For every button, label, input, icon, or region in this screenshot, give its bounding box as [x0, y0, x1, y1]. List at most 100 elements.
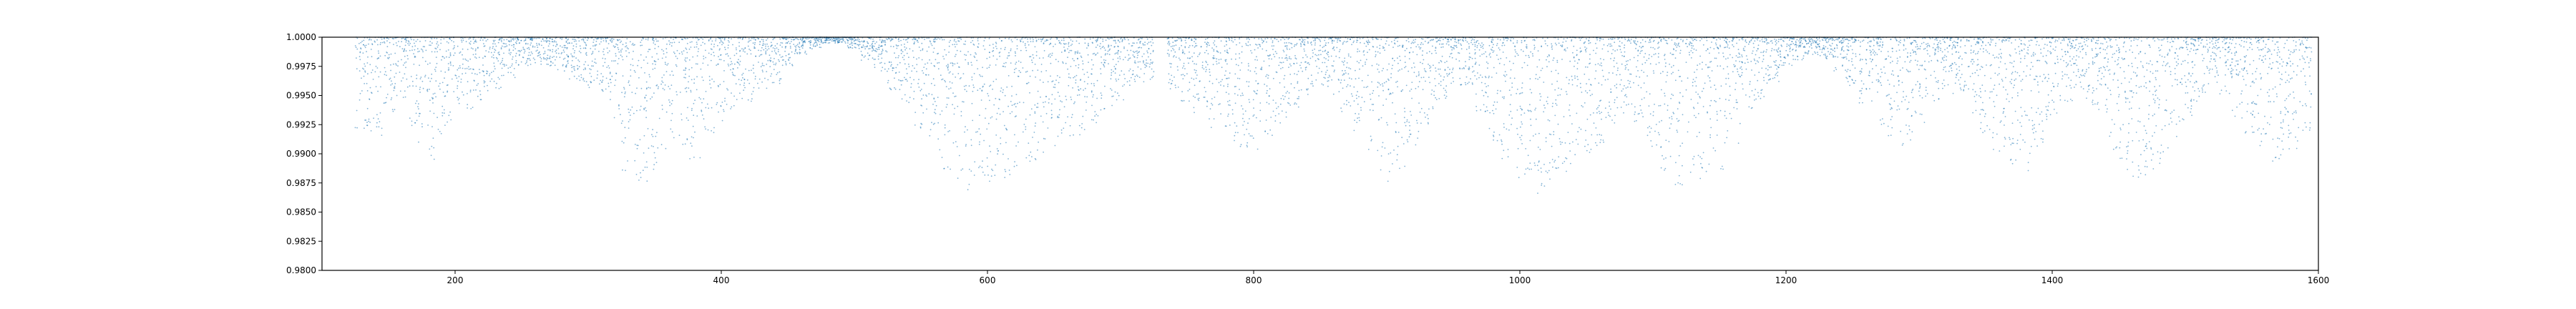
scatter-point — [972, 40, 974, 41]
scatter-point — [773, 64, 775, 65]
scatter-point — [1077, 86, 1079, 88]
scatter-point — [1104, 49, 1106, 52]
scatter-point — [771, 82, 774, 84]
scatter-point — [1314, 54, 1317, 56]
scatter-point — [1093, 84, 1096, 87]
scatter-point — [1101, 97, 1103, 99]
scatter-point — [1229, 38, 1230, 40]
scatter-point — [686, 43, 688, 44]
scatter-point — [468, 66, 469, 68]
scatter-point — [483, 74, 485, 77]
scatter-point — [1027, 38, 1028, 40]
scatter-point — [567, 62, 569, 64]
scatter-point — [1439, 43, 1440, 45]
scatter-point — [1488, 75, 1490, 77]
scatter-point — [500, 39, 502, 41]
scatter-point — [738, 41, 740, 44]
scatter-point — [1065, 122, 1067, 124]
scatter-point — [1203, 97, 1205, 98]
scatter-point — [949, 130, 950, 132]
scatter-point — [1235, 53, 1236, 55]
scatter-point — [754, 41, 756, 44]
scatter-point — [1298, 96, 1299, 98]
scatter-point — [567, 60, 568, 62]
scatter-point — [520, 61, 522, 63]
scatter-point — [1433, 39, 1434, 41]
scatter-point — [1054, 144, 1056, 147]
scatter-point — [538, 44, 540, 46]
scatter-point — [596, 38, 597, 39]
scatter-point — [1465, 61, 1466, 63]
scatter-point — [759, 54, 761, 56]
scatter-point — [1363, 42, 1365, 44]
scatter-point — [565, 46, 567, 49]
scatter-point — [658, 46, 660, 48]
scatter-point — [790, 41, 792, 42]
scatter-point — [1194, 97, 1196, 99]
scatter-point — [405, 37, 407, 39]
scatter-point — [1350, 78, 1352, 80]
scatter-point — [1097, 52, 1098, 54]
scatter-point — [1406, 119, 1408, 121]
scatter-point — [737, 37, 739, 39]
scatter-point — [493, 57, 494, 59]
scatter-point — [1226, 63, 1228, 65]
scatter-point — [989, 44, 991, 46]
scatter-point — [361, 90, 363, 92]
scatter-point — [1415, 87, 1417, 89]
scatter-point — [1539, 99, 1541, 101]
scatter-point — [643, 59, 645, 61]
scatter-point — [1356, 97, 1357, 99]
scatter-point — [1359, 68, 1360, 70]
scatter-point — [622, 59, 624, 61]
scatter-point — [470, 41, 472, 42]
scatter-point — [1123, 47, 1125, 49]
scatter-point — [514, 77, 516, 79]
scatter-point — [617, 46, 619, 49]
scatter-point — [895, 57, 897, 59]
scatter-point — [1206, 41, 1209, 43]
scatter-point — [1498, 47, 1500, 49]
scatter-point — [930, 82, 932, 84]
scatter-point — [1558, 138, 1561, 139]
scatter-point — [1089, 38, 1091, 40]
scatter-point — [1551, 83, 1553, 85]
scatter-point — [1543, 164, 1545, 165]
scatter-point — [492, 43, 494, 45]
scatter-point — [1259, 45, 1262, 47]
scatter-point — [425, 49, 427, 52]
scatter-point — [1403, 107, 1405, 109]
scatter-point — [785, 62, 787, 64]
scatter-point — [1084, 42, 1086, 44]
scatter-point — [884, 44, 886, 46]
scatter-point — [748, 40, 750, 42]
scatter-point — [917, 82, 919, 84]
scatter-point — [1151, 68, 1153, 70]
scatter-point — [487, 84, 488, 87]
scatter-point — [508, 49, 510, 50]
scatter-point — [732, 68, 734, 70]
scatter-point — [970, 170, 972, 172]
scatter-point — [504, 46, 507, 48]
scatter-point — [1443, 39, 1444, 41]
scatter-point — [1273, 45, 1274, 46]
scatter-point — [469, 91, 472, 93]
scatter-point — [1378, 82, 1380, 84]
scatter-point — [874, 49, 876, 52]
scatter-point — [1314, 60, 1317, 62]
scatter-point — [379, 121, 381, 123]
scatter-point — [696, 41, 698, 43]
scatter-point — [1148, 66, 1151, 68]
scatter-point — [1335, 55, 1337, 57]
scatter-point — [401, 80, 402, 82]
scatter-point — [1330, 38, 1332, 40]
scatter-point — [794, 50, 796, 52]
scatter-point — [457, 69, 459, 71]
scatter-point — [369, 122, 371, 123]
scatter-point — [994, 175, 996, 177]
scatter-point — [527, 54, 530, 57]
scatter-point — [809, 44, 811, 46]
scatter-point — [1450, 46, 1452, 47]
scatter-point — [1056, 75, 1058, 77]
scatter-point — [448, 114, 450, 117]
